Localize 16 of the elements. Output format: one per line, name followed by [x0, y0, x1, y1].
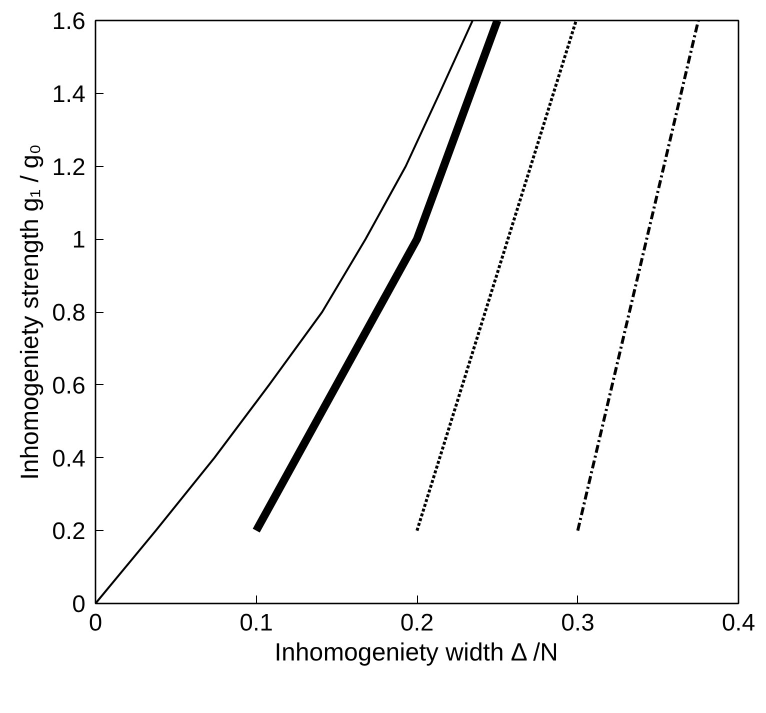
- y-tick-label: 0.6: [52, 372, 86, 400]
- y-tick-label: 0.2: [52, 518, 86, 546]
- y-tick-label: 1: [72, 226, 86, 254]
- x-tick-label: 0: [88, 610, 102, 636]
- y-tick-label: 1.4: [52, 80, 86, 108]
- x-tick-label: 0.1: [240, 610, 273, 636]
- y-tick-label: 0.4: [52, 445, 86, 472]
- y-axis-title: Inhomogeniety strength g₁ / g₀: [16, 144, 44, 480]
- x-tick-label: 0.3: [561, 610, 594, 636]
- x-tick-label: 0.2: [400, 610, 434, 636]
- x-axis-title: Inhomogeniety width Δ /N: [274, 638, 558, 666]
- x-tick-label: 0.4: [722, 610, 756, 636]
- y-tick-label: 1.2: [52, 154, 86, 181]
- y-tick-label: 0: [72, 591, 86, 618]
- y-tick-label: 0.8: [52, 300, 86, 326]
- y-tick-label: 1.6: [52, 8, 86, 35]
